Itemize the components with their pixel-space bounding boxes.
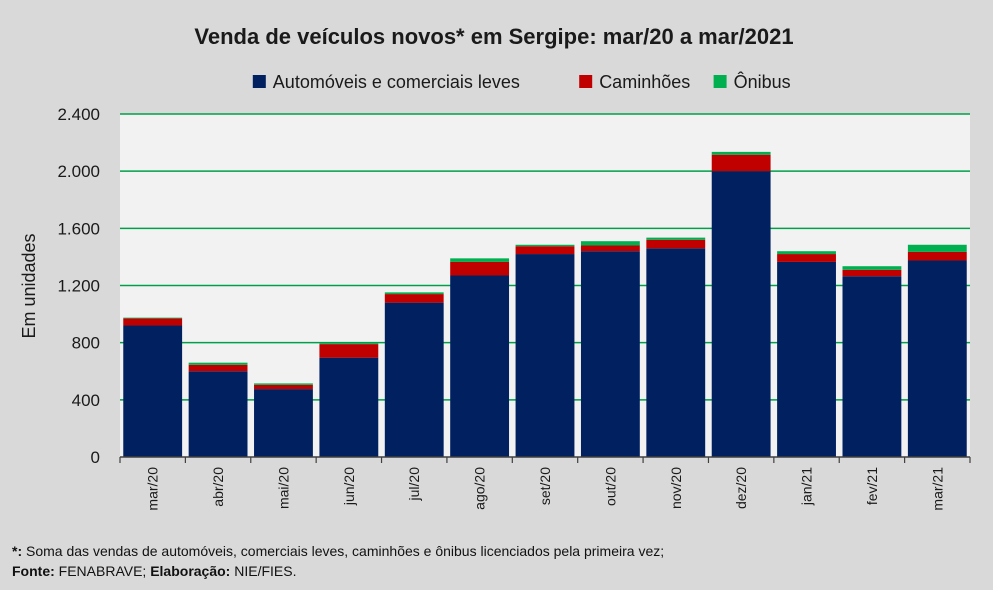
y-axis-label: Em unidades [19, 233, 39, 338]
y-axis-ticks: 0 400 800 1.200 1.600 2.000 2.400 [57, 105, 100, 467]
bar-segment [711, 151, 771, 155]
legend-swatch [713, 75, 727, 88]
bar-segment [842, 266, 902, 270]
bar-segment [123, 325, 183, 457]
x-tick-label: abr/20 [210, 467, 226, 507]
bar-segment [188, 364, 248, 372]
source-text: FENABRAVE; [54, 563, 151, 579]
legend-swatch [252, 75, 266, 88]
y-tick-label: 400 [72, 391, 100, 410]
bar-segment [777, 254, 836, 262]
x-axis: mar/20 abr/20 mai/20 jun/20 jul/20 ago/20 set/… [119, 456, 971, 511]
x-tick-label: jul/20 [406, 467, 422, 502]
legend: Automóveis e comerciais leves Caminhões Ôn… [252, 71, 791, 92]
x-tick-label: dez/20 [733, 467, 749, 509]
footnote-text: Soma das vendas de automóveis, comerciai… [22, 543, 665, 559]
legend-swatch [579, 75, 593, 88]
y-tick-label: 0 [91, 448, 100, 467]
bar-segment [450, 261, 510, 276]
bar-segment [188, 362, 248, 365]
x-tick-label: mar/21 [929, 467, 945, 511]
bar-segment [515, 244, 575, 247]
legend-label: Caminhões [599, 72, 690, 92]
source-line: Fonte: FENABRAVE; Elaboração: NIE/FIES. [12, 561, 987, 581]
footnote-line: *: Soma das vendas de automóveis, comerc… [12, 541, 987, 561]
bar-segment [188, 371, 248, 457]
bar-segment [907, 251, 967, 261]
legend-label: Automóveis e comerciais leves [273, 72, 520, 92]
bar-segment [646, 248, 706, 457]
bar-segment [254, 383, 313, 385]
x-tick-label: jan/21 [799, 467, 815, 506]
bar-segment [646, 237, 706, 240]
bar-segment [450, 258, 510, 262]
bar-segment [646, 239, 706, 249]
x-tick-label: out/20 [602, 467, 618, 506]
x-tick-label: nov/20 [668, 467, 684, 509]
footnote-label: *: [12, 543, 23, 559]
x-tick-label: mar/20 [145, 467, 161, 511]
author-label: Elaboração: [150, 563, 231, 579]
bar-segment [515, 254, 575, 457]
y-tick-label: 1.200 [57, 277, 100, 296]
bar-segment [319, 343, 379, 345]
bar-segment [580, 251, 640, 457]
bar-segment [384, 294, 444, 303]
bar-segment [254, 384, 313, 390]
bar-segment [580, 245, 640, 252]
bar-segment [842, 276, 902, 457]
bar-segment [580, 241, 640, 246]
x-tick-label: mai/20 [275, 467, 291, 509]
bar-segment [515, 246, 575, 255]
x-tick-label: jun/20 [341, 467, 357, 506]
legend-label: Ônibus [734, 71, 791, 92]
y-tick-label: 800 [72, 334, 100, 353]
bar-segment [907, 244, 967, 252]
bar-segment [123, 318, 183, 326]
source-label: Fonte: [12, 563, 55, 579]
bar-segment [711, 154, 771, 172]
bars [123, 151, 967, 457]
x-tick-label: fev/21 [864, 467, 880, 505]
bar-segment [711, 171, 771, 457]
footnotes: *: Soma das vendas de automóveis, comerc… [12, 541, 987, 581]
author-text: NIE/FIES. [230, 563, 297, 579]
x-tick-label: set/20 [537, 467, 553, 505]
y-tick-label: 2.000 [57, 162, 100, 181]
bar-segment [777, 251, 836, 255]
chart-title: Venda de veículos novos* em Sergipe: mar… [194, 24, 793, 49]
bar-segment [384, 292, 444, 295]
bar-segment [254, 389, 313, 457]
x-tick-label: ago/20 [472, 467, 488, 510]
y-tick-label: 2.400 [57, 105, 100, 124]
y-tick-label: 1.600 [57, 219, 100, 238]
bar-segment [319, 357, 379, 457]
bar-segment [450, 275, 510, 457]
bar-segment [319, 344, 379, 358]
bar-segment [907, 260, 967, 457]
bar-segment [123, 317, 183, 319]
bar-segment [842, 269, 902, 277]
bar-segment [777, 261, 836, 457]
bar-segment [384, 302, 444, 457]
